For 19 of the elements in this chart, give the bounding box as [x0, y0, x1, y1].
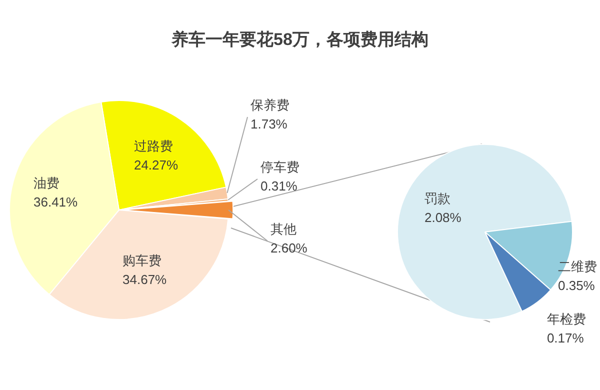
- slice-label: 油费: [34, 176, 60, 191]
- data-label: 2.08%: [424, 210, 462, 226]
- slice-label: 过路费: [134, 138, 173, 154]
- slice-label: 年检费: [546, 311, 586, 326]
- data-label: 1.73%: [250, 116, 288, 132]
- data-label: 36.41%: [34, 194, 78, 210]
- chart-title: 养车一年要花58万，各项费用结构: [170, 29, 430, 51]
- slice-label: 保养费: [250, 98, 290, 113]
- data-label: 34.67%: [122, 272, 168, 288]
- data-label: 0.35%: [558, 278, 596, 294]
- slice-label: 其他: [270, 222, 296, 237]
- slice-label: 停车费: [260, 160, 300, 175]
- data-label: 0.17%: [546, 330, 584, 346]
- slice-label: 罚款: [424, 191, 450, 206]
- data-label: 0.31%: [260, 178, 298, 194]
- data-label: 2.60%: [270, 240, 308, 256]
- slice-label: 二维费: [558, 259, 597, 274]
- data-label: 24.27%: [134, 157, 178, 172]
- slice-label: 购车费: [122, 253, 162, 268]
